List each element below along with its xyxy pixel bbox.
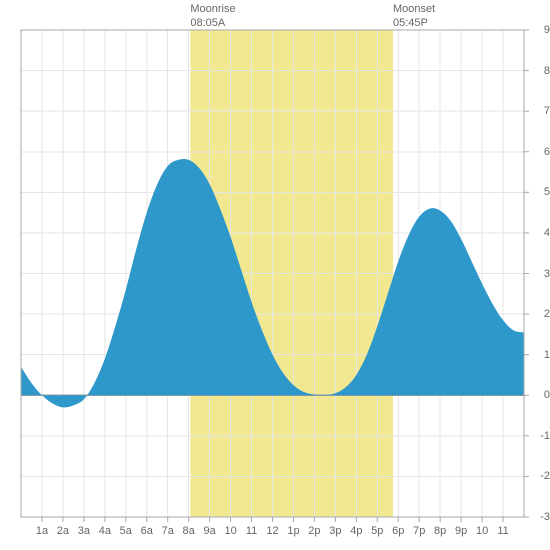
x-tick: 10 <box>476 525 488 537</box>
x-tick: 9p <box>455 525 467 537</box>
y-tick: 4 <box>534 227 550 239</box>
y-tick: 7 <box>534 105 550 117</box>
moonset-title: Moonset <box>393 3 435 15</box>
y-tick: 3 <box>534 268 550 280</box>
y-tick: 2 <box>534 308 550 320</box>
x-tick: 7p <box>413 525 425 537</box>
x-tick: 5p <box>371 525 383 537</box>
x-tick: 6a <box>141 525 153 537</box>
x-tick: 4p <box>350 525 362 537</box>
x-tick: 1p <box>287 525 299 537</box>
x-tick: 12 <box>266 525 278 537</box>
y-tick: -1 <box>534 430 550 442</box>
x-tick: 9a <box>204 525 216 537</box>
x-tick: 6p <box>392 525 404 537</box>
y-tick: 1 <box>534 349 550 361</box>
x-tick: 8a <box>183 525 195 537</box>
x-tick: 11 <box>246 525 257 537</box>
y-tick: -2 <box>534 470 550 482</box>
moonset-time: 05:45P <box>393 17 428 29</box>
chart-svg <box>0 0 550 550</box>
y-tick: -3 <box>534 511 550 523</box>
moonset-label: Moonset 05:45P <box>393 2 435 31</box>
y-tick: 5 <box>534 186 550 198</box>
x-tick: 2a <box>57 525 69 537</box>
x-tick: 11 <box>497 525 508 537</box>
x-tick: 3a <box>78 525 90 537</box>
moonrise-time: 08:05A <box>190 17 225 29</box>
tide-chart: Moonrise 08:05A Moonset 05:45P -3-2-1012… <box>0 0 550 550</box>
y-tick: 8 <box>534 65 550 77</box>
x-tick: 5a <box>120 525 132 537</box>
y-tick: 6 <box>534 146 550 158</box>
y-tick: 9 <box>534 24 550 36</box>
x-tick: 1a <box>36 525 48 537</box>
x-tick: 10 <box>224 525 236 537</box>
x-tick: 8p <box>434 525 446 537</box>
x-tick: 3p <box>329 525 341 537</box>
x-tick: 2p <box>308 525 320 537</box>
x-tick: 7a <box>162 525 174 537</box>
y-tick: 0 <box>534 389 550 401</box>
moonrise-title: Moonrise <box>190 3 235 15</box>
moonrise-label: Moonrise 08:05A <box>190 2 235 31</box>
x-tick: 4a <box>99 525 111 537</box>
